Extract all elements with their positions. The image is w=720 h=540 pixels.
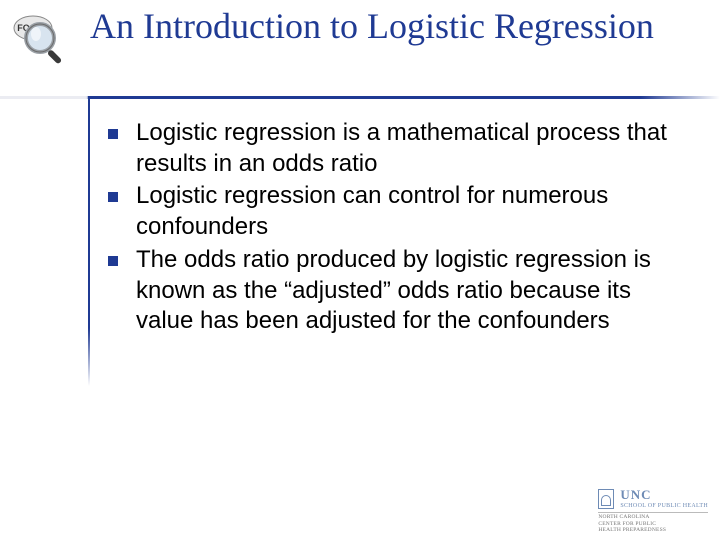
bullet-icon — [108, 256, 118, 266]
bullet-text: Logistic regression can control for nume… — [136, 182, 608, 240]
slide-title-zone: An Introduction to Logistic Regression — [90, 6, 700, 47]
slide-title: An Introduction to Logistic Regression — [90, 6, 700, 47]
footer-center: NORTH CAROLINA CENTER FOR PUBLIC HEALTH … — [598, 512, 708, 534]
footer-logo: UNC SCHOOL OF PUBLIC HEALTH NORTH CAROLI… — [598, 487, 708, 534]
list-item: Logistic regression is a mathematical pr… — [106, 118, 692, 179]
bullet-text: Logistic regression is a mathematical pr… — [136, 119, 667, 177]
bullet-text: The odds ratio produced by logistic regr… — [136, 246, 651, 334]
bullet-icon — [108, 129, 118, 139]
old-well-icon — [598, 489, 614, 509]
focus-magnifier-icon: FOCUS — [10, 8, 70, 68]
slide: FOCUS An Introduction to Logistic Regres… — [0, 0, 720, 540]
list-item: Logistic regression can control for nume… — [106, 181, 692, 242]
footer-unc: UNC — [620, 487, 708, 503]
vertical-rule — [88, 96, 90, 386]
bullet-list: Logistic regression is a mathematical pr… — [106, 118, 692, 337]
bullet-icon — [108, 192, 118, 202]
list-item: The odds ratio produced by logistic regr… — [106, 245, 692, 337]
body-content: Logistic regression is a mathematical pr… — [106, 118, 692, 339]
footer-school: SCHOOL OF PUBLIC HEALTH — [620, 503, 708, 510]
horizontal-rule — [0, 96, 720, 99]
